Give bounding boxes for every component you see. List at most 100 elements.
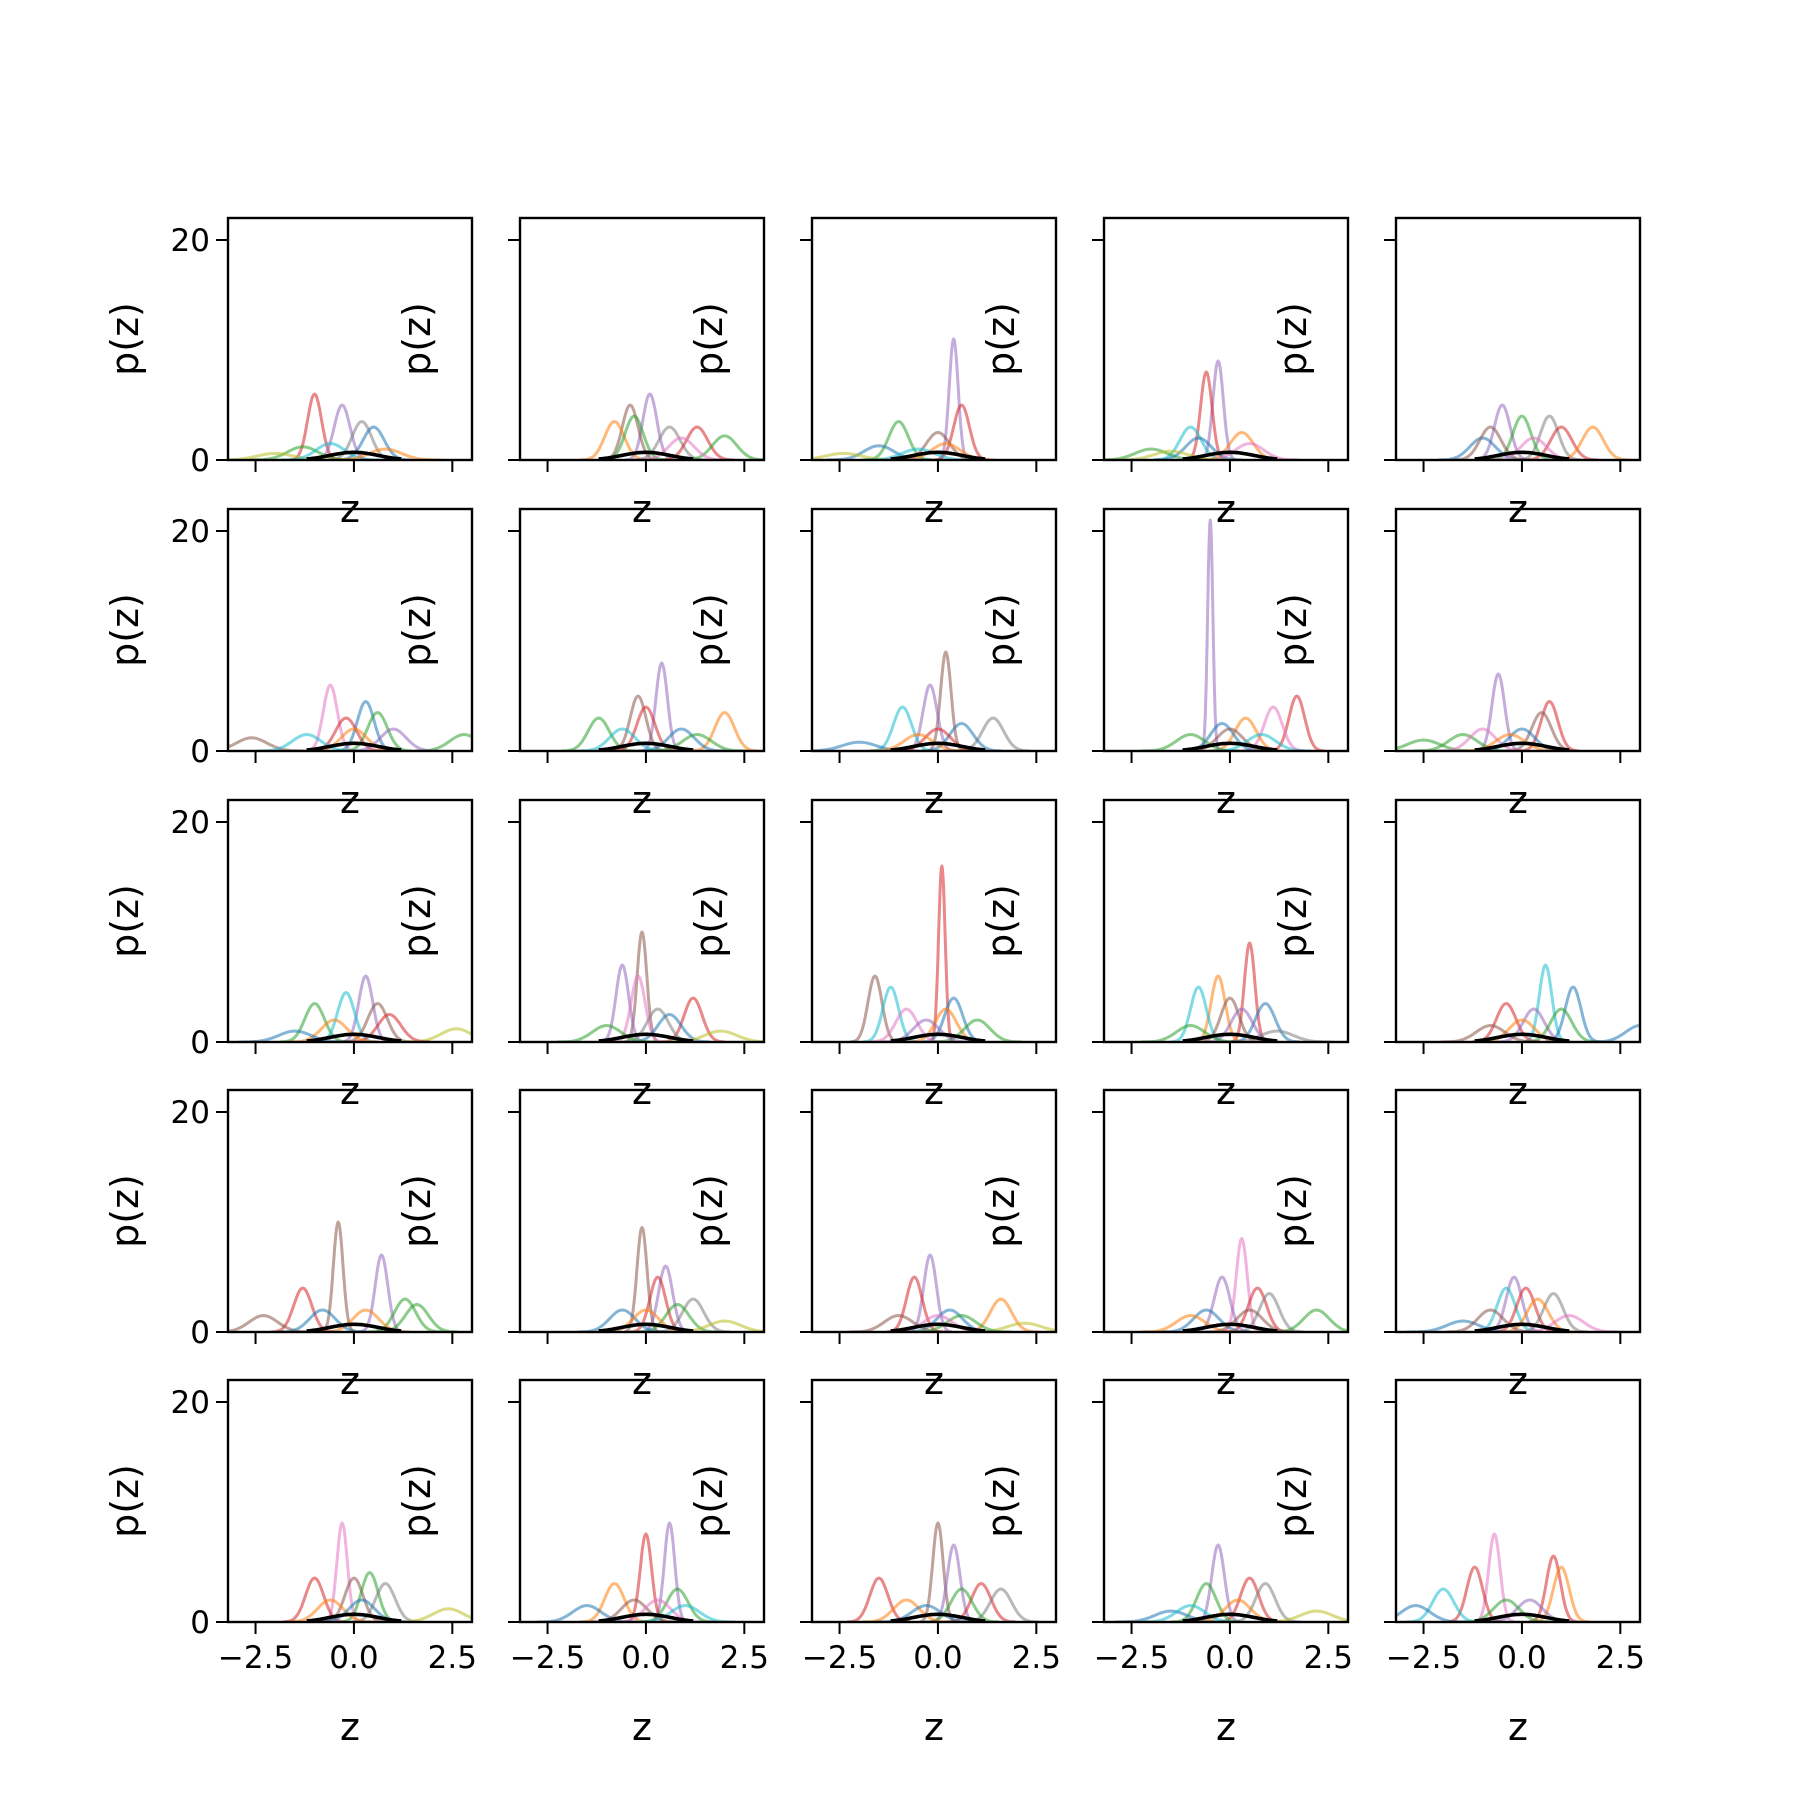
mean-curve (1474, 450, 1570, 460)
x-tick-label: 0.0 (1205, 1640, 1254, 1676)
subplot-r4-c3: zp(z) (687, 1088, 1058, 1403)
subplot-r3-c4: zp(z) (979, 798, 1350, 1113)
plot-area (282, 1521, 472, 1622)
axes-frame (226, 1088, 474, 1334)
axes-frame (518, 1378, 766, 1624)
subplot-r3-c5: zp(z) (1271, 798, 1642, 1113)
mean-curve (890, 450, 986, 460)
x-axis-label: z (924, 1705, 944, 1749)
y-tick-label: 0 (190, 443, 210, 479)
density-curve-2 (1519, 700, 1579, 751)
mean-curve (1474, 741, 1570, 751)
density-curve-5 (351, 1582, 420, 1622)
y-axis-label: p(z) (1271, 1464, 1315, 1538)
y-tick-label: 0 (190, 1605, 210, 1641)
axes-frame (810, 1088, 1058, 1334)
x-tick-label: −2.5 (510, 1640, 585, 1676)
y-axis-label: p(z) (687, 593, 731, 667)
plot-area (850, 864, 1022, 1042)
density-curve-3 (1524, 425, 1599, 460)
density-curve-6 (1490, 414, 1554, 460)
axes-frame (518, 1088, 766, 1334)
y-axis-label: p(z) (395, 302, 439, 376)
density-curve-3 (1528, 1554, 1579, 1622)
subplot-r4-c5: zp(z) (1271, 1088, 1642, 1403)
density-curve-7 (1477, 1018, 1567, 1042)
axes-frame (226, 507, 474, 753)
plot-area (238, 974, 472, 1042)
subplot-r3-c3: zp(z) (687, 798, 1058, 1113)
plot-area (1437, 403, 1630, 460)
density-curve-7 (1185, 727, 1275, 751)
y-axis-label: p(z) (979, 1174, 1023, 1248)
subplot-r1-c4: zp(z) (979, 216, 1350, 531)
y-axis-label: p(z) (1271, 884, 1315, 958)
subplot-r2-c2: zp(z) (395, 507, 766, 822)
density-curve-7 (1453, 425, 1528, 460)
axes-frame (810, 216, 1058, 462)
density-curve-6 (414, 733, 472, 751)
mean-curve (1182, 450, 1278, 460)
x-axis-label: z (1508, 1705, 1528, 1749)
density-curve-8 (1204, 1308, 1295, 1332)
y-axis-label: p(z) (979, 593, 1023, 667)
axes-frame (1102, 1378, 1350, 1624)
subplot-r4-c2: zp(z) (395, 1088, 766, 1403)
density-curve-3 (847, 1576, 911, 1622)
y-axis-label: p(z) (103, 1174, 147, 1248)
y-axis-label: p(z) (395, 1464, 439, 1538)
axes-frame (810, 798, 1058, 1044)
y-tick-label: 20 (171, 1095, 210, 1131)
axes-frame (1102, 798, 1350, 1044)
plot-area (1440, 963, 1640, 1042)
y-axis-label: p(z) (979, 1464, 1023, 1538)
density-curve-3 (963, 1297, 1038, 1332)
density-curve-5 (1524, 1007, 1599, 1042)
density-curve-8 (636, 436, 726, 460)
mean-curve (306, 1032, 402, 1042)
x-axis-label: z (1216, 1705, 1236, 1749)
y-axis-label: p(z) (687, 884, 731, 958)
x-tick-label: 0.0 (913, 1640, 962, 1676)
density-curve-1 (927, 650, 965, 751)
plot-area (848, 1253, 1056, 1332)
x-tick-label: −2.5 (1094, 1640, 1169, 1676)
y-axis-label: p(z) (395, 1174, 439, 1248)
plot-area (1396, 672, 1579, 751)
subplot-r5-c4: −2.5 0.0 2.5 z p(z) (979, 1378, 1353, 1749)
density-curve-5 (1406, 1587, 1481, 1622)
subplot-r1-c3: zp(z) (687, 216, 1058, 531)
x-tick-label: 2.5 (720, 1640, 769, 1676)
density-curve-5 (921, 722, 1002, 751)
y-axis-label: p(z) (103, 302, 147, 376)
subplot-r5-c3: −2.5 0.0 2.5 z p(z) (687, 1378, 1061, 1749)
plot-area (1396, 1532, 1589, 1622)
density-curve-1 (929, 864, 955, 1042)
y-tick-label: 0 (190, 1315, 210, 1351)
density-curve-1 (1523, 963, 1568, 1042)
y-axis-label: p(z) (687, 1464, 731, 1538)
y-axis-label: p(z) (395, 884, 439, 958)
density-curve-1 (1230, 941, 1269, 1042)
y-axis-label: p(z) (1271, 593, 1315, 667)
subplot-r5-c5: −2.5 0.0 2.5 z p(z) (1271, 1378, 1645, 1749)
subplot-r2-c3: zp(z) (687, 507, 1058, 822)
x-tick-label: −2.5 (1386, 1640, 1461, 1676)
subplot-r4-c4: zp(z) (979, 1088, 1350, 1403)
x-tick-label: 2.5 (1012, 1640, 1061, 1676)
x-tick-label: 0.0 (1497, 1640, 1546, 1676)
mean-curve (890, 741, 986, 751)
subplot-r5-c2: −2.5 0.0 2.5 z p(z) (395, 1378, 769, 1749)
y-axis-label: p(z) (979, 884, 1023, 958)
subplot-r1-c5: zp(z) (1271, 216, 1642, 531)
plot-area (1406, 1275, 1619, 1332)
x-tick-label: 0.0 (621, 1640, 670, 1676)
density-curve-4 (656, 1297, 731, 1332)
mean-curve (306, 450, 402, 460)
mean-curve (890, 1322, 986, 1332)
density-curve-7 (289, 1018, 379, 1042)
mean-curve (306, 1322, 402, 1332)
mean-curve (306, 1612, 402, 1622)
subplot-r3-c2: zp(z) (395, 798, 766, 1113)
